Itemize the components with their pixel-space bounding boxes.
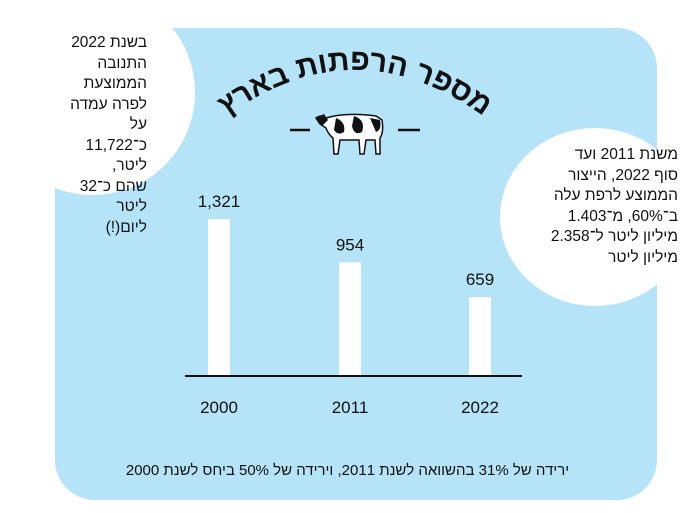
x-tick-label: 2011 — [332, 398, 369, 417]
bar-2000 — [208, 219, 230, 375]
footer-note: ירידה של 31% בהשוואה לשנת 2011, וירידה ש… — [125, 462, 570, 479]
value-label: 954 — [336, 235, 364, 254]
cow-icon — [314, 113, 384, 155]
left-note: בשנת 2022 התנובה הממוצעת לפרה עמדה על כ־… — [70, 34, 147, 236]
bar-2022 — [469, 297, 491, 375]
value-label: 1,321 — [198, 192, 241, 211]
x-tick-label: 2000 — [200, 398, 238, 417]
right-callout-circle — [500, 128, 690, 306]
value-label: 659 — [466, 270, 494, 289]
right-note: משנת 2011 ועד סוף 2022, הייצור הממוצע לר… — [550, 146, 678, 266]
chart-title: מספר הרפתות בארץ — [212, 44, 498, 122]
left-callout-circle — [0, 0, 195, 195]
bar-2011 — [339, 262, 361, 375]
x-tick-label: 2022 — [461, 398, 499, 417]
